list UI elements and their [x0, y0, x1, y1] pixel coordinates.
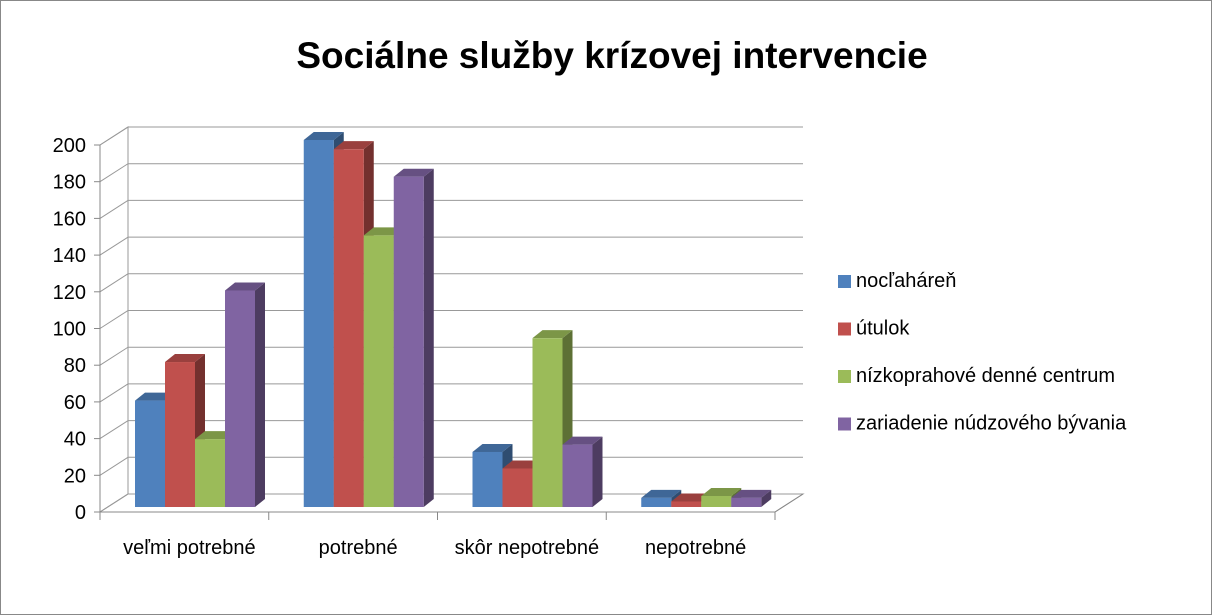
chart-title: Sociálne služby krízovej intervencie: [296, 35, 927, 76]
y-tick-label: 80: [64, 355, 86, 377]
bar-front: [165, 362, 195, 507]
y-tick-label: 100: [53, 319, 86, 341]
legend-swatch: [838, 370, 851, 383]
grid-line: [99, 273, 803, 293]
bar-front: [641, 497, 672, 507]
bar-top: [333, 141, 374, 150]
legend-label: nízkoprahové denné centrum: [856, 365, 1115, 387]
legend-swatch: [838, 322, 851, 336]
y-tick-label: 0: [75, 502, 86, 524]
bar-front: [671, 501, 702, 507]
bar-front: [472, 451, 503, 507]
bar-top: [393, 168, 434, 177]
bar-front: [225, 290, 255, 507]
bar-front: [502, 468, 533, 507]
bar-top: [562, 436, 603, 445]
y-tick-label: 60: [64, 392, 86, 414]
bar-top: [165, 354, 205, 363]
y-tick-label: 160: [53, 208, 86, 230]
x-tick-label: potrebné: [318, 537, 398, 559]
bar: [165, 354, 205, 507]
bar-front: [135, 400, 165, 507]
bar: [562, 436, 603, 507]
legend-swatch: [838, 417, 851, 431]
y-tick-label: 180: [53, 172, 86, 194]
y-tick-label: 120: [53, 282, 86, 304]
bar-front: [701, 495, 732, 507]
legend-label: nocľaháreň: [856, 270, 956, 292]
legend-label: útulok: [856, 318, 910, 340]
y-tick-label: 20: [64, 465, 86, 487]
bar-side: [592, 436, 603, 507]
bar-side: [761, 489, 772, 507]
bar-top: [731, 489, 772, 498]
grid-line: [99, 163, 803, 183]
grid-line: [99, 346, 803, 366]
x-tick-label: skôr nepotrebné: [454, 537, 600, 559]
bar-front: [363, 235, 394, 508]
x-tick-label: nepotrebné: [645, 537, 747, 559]
grid-line: [99, 420, 803, 440]
grid-line: [99, 236, 803, 256]
bar-top: [532, 330, 573, 339]
grid-line: [99, 310, 803, 329]
bar-top: [225, 282, 265, 291]
bar-top: [303, 132, 344, 140]
bar-top: [641, 489, 682, 498]
x-tick-label: veľmi potrebné: [123, 537, 256, 559]
bar-front: [731, 497, 762, 507]
bar-front: [393, 176, 424, 507]
bar-side: [423, 168, 434, 507]
grid-line: [99, 383, 803, 403]
legend-swatch: [838, 275, 851, 288]
grid-line: [99, 126, 803, 146]
bar: [731, 489, 772, 507]
bar-front: [532, 338, 563, 507]
bar-side: [255, 282, 265, 507]
bar-front: [195, 439, 225, 507]
y-tick-label: 40: [64, 429, 86, 451]
bar-front: [303, 140, 334, 507]
y-tick-label: 140: [53, 245, 86, 267]
bar-front: [333, 149, 364, 508]
bar-top: [472, 443, 513, 452]
floor-edge: [774, 493, 804, 513]
legend-label: zariadenie núdzového bývania: [856, 413, 1127, 435]
bar: [393, 168, 434, 507]
grid-line: [99, 199, 803, 219]
bar-top: [701, 487, 742, 496]
y-tick-label: 200: [53, 135, 86, 157]
bar: [225, 282, 265, 507]
bar-front: [562, 444, 593, 507]
